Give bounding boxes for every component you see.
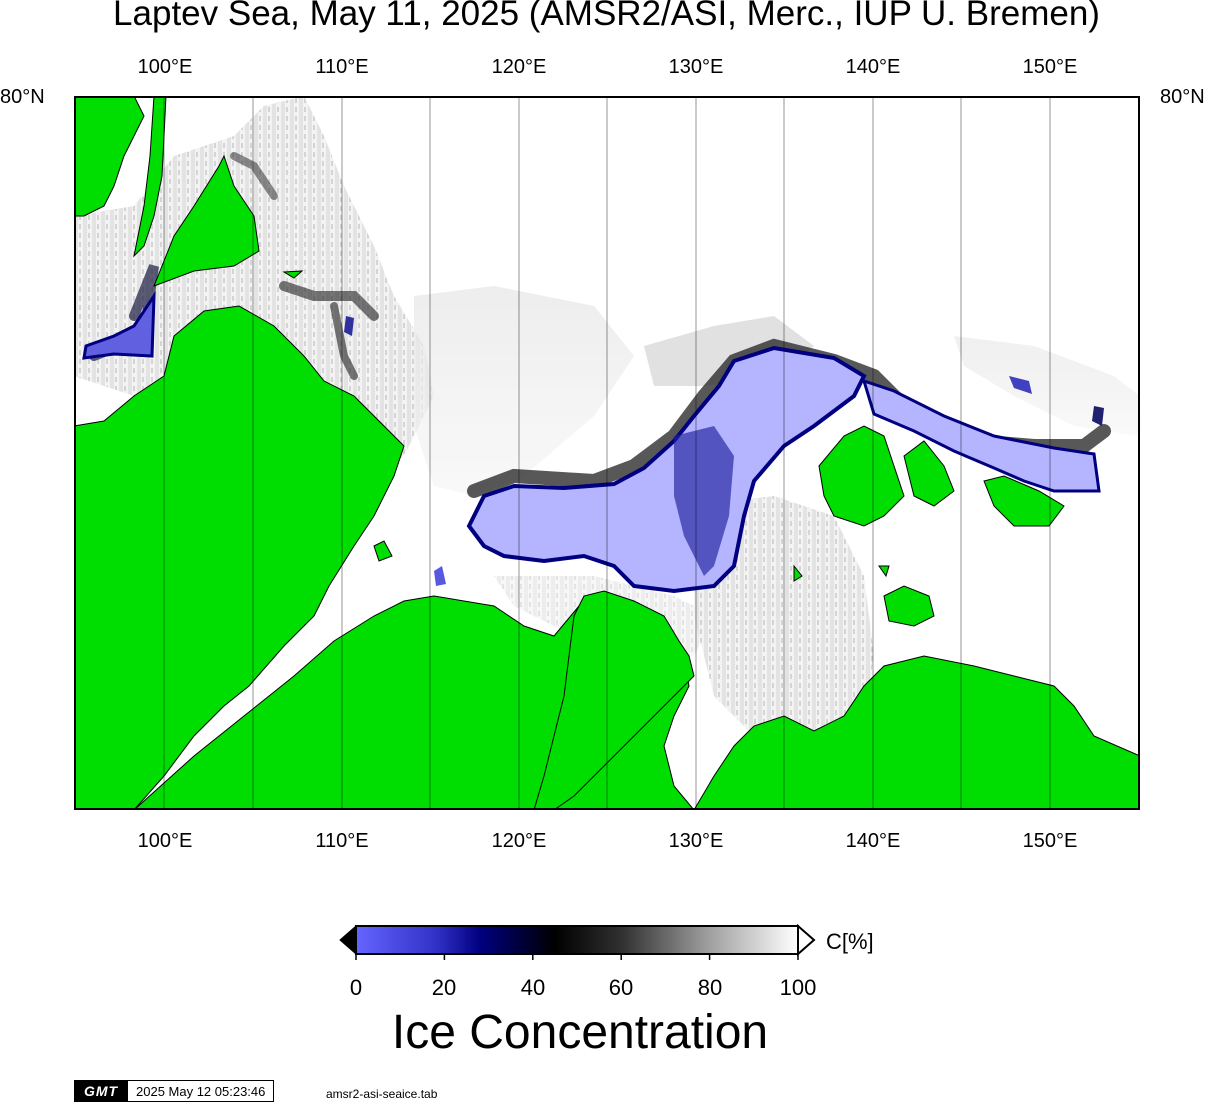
land-new-siberia-island bbox=[983, 475, 1065, 527]
lon-label-bottom: 130°E bbox=[668, 830, 724, 852]
colorbar-title: Ice Concentration bbox=[391, 1006, 769, 1059]
lon-label-bottom: 140°E bbox=[845, 830, 901, 852]
lon-label-top: 140°E bbox=[845, 56, 901, 78]
lat-label-left: 80°N bbox=[0, 86, 45, 108]
colorbar-low-arrow bbox=[339, 924, 357, 956]
colorbar-tick-label: 60 bbox=[608, 975, 634, 1000]
colorbar-tick-label: 20 bbox=[431, 975, 457, 1000]
land-islet bbox=[373, 540, 393, 562]
land bbox=[74, 96, 1140, 810]
colorbar-tick-label: 40 bbox=[520, 975, 546, 1000]
land-taymyr-peninsula bbox=[74, 305, 405, 810]
sea-ice-map bbox=[74, 96, 1140, 810]
map-frame bbox=[74, 96, 1140, 810]
lon-label-bottom: 110°E bbox=[315, 830, 369, 852]
colorbar-tick-label: 100 bbox=[779, 975, 817, 1000]
colorbar bbox=[339, 923, 816, 960]
lon-label-bottom: 120°E bbox=[491, 830, 547, 852]
lon-label-top: 100°E bbox=[137, 56, 193, 78]
lon-label-bottom: 100°E bbox=[137, 830, 193, 852]
land-islet bbox=[793, 564, 803, 582]
land-islet bbox=[282, 270, 304, 279]
low-ice-concentration bbox=[82, 290, 1104, 594]
lon-label-top: 110°E bbox=[315, 56, 369, 78]
gmt-logo: GMT bbox=[74, 1080, 128, 1102]
lon-label-bottom: 150°E bbox=[1022, 830, 1078, 852]
lat-label-right: 80°N bbox=[1160, 86, 1205, 108]
graticule bbox=[163, 96, 1051, 810]
colorbar-high-arrow bbox=[797, 923, 816, 957]
colorbar-tick-label: 0 bbox=[349, 975, 363, 1000]
lon-label-top: 150°E bbox=[1022, 56, 1078, 78]
land-kotelny-island bbox=[818, 425, 905, 527]
land-faddeyevsky-island bbox=[903, 440, 955, 507]
gmt-timestamp: GMT 2025 May 12 05:23:46 bbox=[74, 1080, 275, 1102]
timestamp-command: amsr2-asi-seaice.tab bbox=[326, 1087, 438, 1101]
colorbar-unit: C[%] bbox=[826, 929, 874, 954]
land-severnaya-zemlya bbox=[74, 96, 145, 217]
lon-label-top: 130°E bbox=[668, 56, 724, 78]
land-lena-delta bbox=[533, 590, 695, 810]
colorbar-tick-label: 80 bbox=[697, 975, 723, 1000]
lon-label-top: 120°E bbox=[491, 56, 547, 78]
land-islet bbox=[878, 565, 890, 578]
map-title: Laptev Sea, May 11, 2025 (AMSR2/ASI, Mer… bbox=[113, 0, 1100, 33]
land-bolshevik-island bbox=[153, 154, 260, 287]
land-bolshoy-lyakhovsky bbox=[883, 585, 935, 627]
land-east-siberia bbox=[693, 655, 1140, 810]
timestamp-date: 2025 May 12 05:23:46 bbox=[128, 1080, 275, 1102]
colorbar-gradient bbox=[355, 925, 799, 955]
land-severnaya-zemlya-island bbox=[133, 96, 167, 258]
